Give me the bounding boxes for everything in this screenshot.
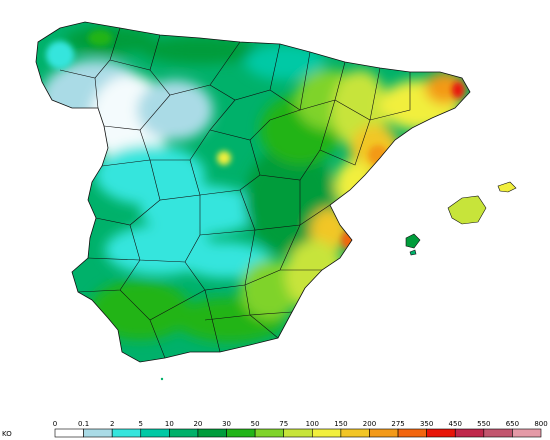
legend-tick-label: 75: [279, 420, 288, 428]
legend-tick-label: 50: [251, 420, 260, 428]
legend-tick-label: 450: [449, 420, 462, 428]
menorca: [497, 181, 517, 193]
legend-tick-label: 200: [363, 420, 376, 428]
legend-tick-label: 30: [222, 420, 231, 428]
legend-tick-label: 5: [139, 420, 143, 428]
legend-tick-label: 150: [334, 420, 347, 428]
legend-color-box: [311, 428, 342, 438]
legend-tick-label: 350: [420, 420, 433, 428]
legend-tick-label: 100: [306, 420, 319, 428]
legend: KO 0 0.1 2 5 10 20 30 50 75 100 150 200 275 350 450 550…: [2, 420, 548, 438]
legend-color-box: [454, 428, 485, 438]
legend-color-box: [226, 428, 256, 438]
mallorca: [447, 195, 487, 225]
legend-tick-label: 10: [165, 420, 174, 428]
legend-tick-label: 275: [391, 420, 404, 428]
legend-color-box: [140, 428, 170, 438]
legend-tick-label: 20: [193, 420, 202, 428]
legend-color-box: [197, 428, 227, 438]
legend-color-box: [369, 428, 399, 438]
legend-color-box: [169, 428, 199, 438]
balearic-islands: [405, 181, 517, 256]
legend-color-boxes: [54, 428, 542, 438]
legend-color-box: [83, 428, 113, 438]
legend-color-box: [340, 428, 370, 438]
small-islets: [160, 377, 164, 381]
legend-tick-label: 0.1: [78, 420, 89, 428]
legend-tick-label: 550: [477, 420, 490, 428]
legend-color-box: [397, 428, 427, 438]
province-borders: [59, 27, 411, 359]
legend-color-box: [283, 428, 313, 438]
legend-color-box: [512, 428, 542, 438]
ibiza: [405, 233, 421, 249]
legend-color-box: [54, 428, 84, 438]
legend-color-box: [111, 428, 142, 438]
legend-color-box: [483, 428, 513, 438]
legend-tick-label: 2: [110, 420, 114, 428]
legend-tick-label: 800: [534, 420, 547, 428]
legend-color-box: [254, 428, 285, 438]
legend-tick-label: 0: [53, 420, 57, 428]
legend-tick-labels: 0 0.1 2 5 10 20 30 50 75 100 150 200 275 350 450 550 650…: [53, 420, 548, 428]
legend-tick-label: 650: [506, 420, 519, 428]
legend-unit-label: KO: [2, 430, 12, 438]
legend-color-box: [426, 428, 456, 438]
precipitation-map: [35, 21, 517, 381]
formentera: [409, 249, 417, 256]
